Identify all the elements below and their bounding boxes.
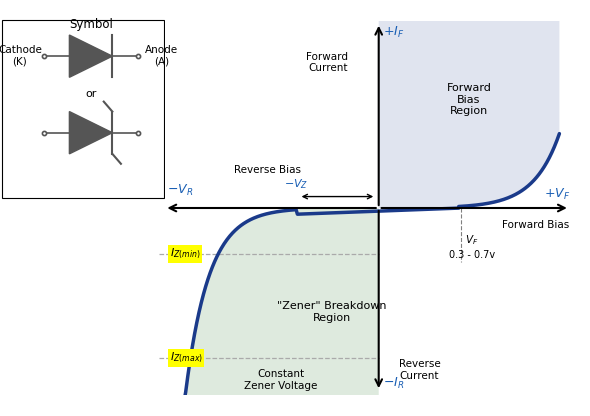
Text: Forward
Current: Forward Current xyxy=(306,52,348,73)
Text: $I_{Z(min)}$: $I_{Z(min)}$ xyxy=(170,247,201,261)
Text: or: or xyxy=(85,89,97,99)
Text: Forward Bias: Forward Bias xyxy=(503,220,570,230)
Text: $+I_F$: $+I_F$ xyxy=(382,25,404,40)
Text: Reverse Bias: Reverse Bias xyxy=(234,165,301,175)
Polygon shape xyxy=(379,21,559,208)
Text: $-I_R$: $-I_R$ xyxy=(382,376,404,391)
Polygon shape xyxy=(185,208,379,395)
Text: $I_{Z(max)}$: $I_{Z(max)}$ xyxy=(170,351,202,365)
Text: $+V_F$: $+V_F$ xyxy=(543,187,570,202)
Polygon shape xyxy=(70,111,112,154)
Polygon shape xyxy=(70,35,112,77)
Text: Forward
Bias
Region: Forward Bias Region xyxy=(447,83,491,116)
Text: Symbol: Symbol xyxy=(69,18,113,31)
Text: $V_F$: $V_F$ xyxy=(465,233,478,247)
Text: Constant
Zener Voltage: Constant Zener Voltage xyxy=(244,369,317,391)
Text: Cathode
(K): Cathode (K) xyxy=(0,45,42,67)
Text: Reverse
Current: Reverse Current xyxy=(399,359,441,381)
Text: "Zener" Breakdown
Region: "Zener" Breakdown Region xyxy=(277,301,387,323)
Text: 0.3 - 0.7v: 0.3 - 0.7v xyxy=(448,250,494,260)
Text: Anode
(A): Anode (A) xyxy=(145,45,178,67)
Text: $-V_R$: $-V_R$ xyxy=(167,183,194,198)
Text: $-V_Z$: $-V_Z$ xyxy=(284,178,309,191)
